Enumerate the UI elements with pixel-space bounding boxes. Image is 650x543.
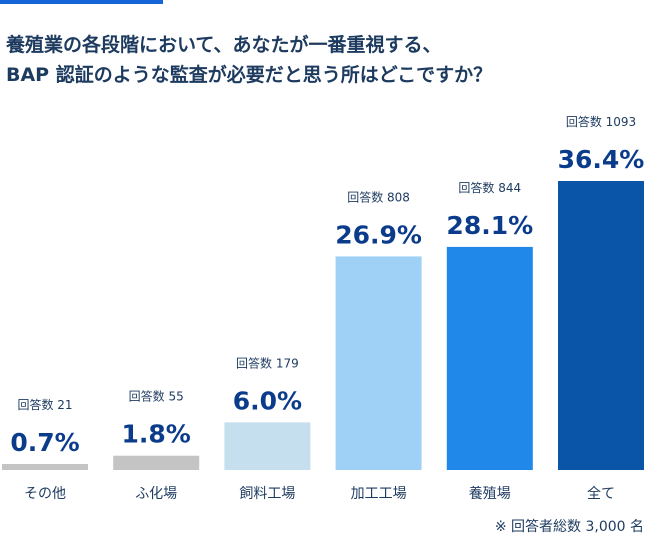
category-label-6: 全て xyxy=(587,485,615,502)
bar-value-label-2: 1.8% xyxy=(122,420,191,449)
bar-count-label-2: 回答数 55 xyxy=(129,389,184,404)
bar-6 xyxy=(558,181,644,470)
bar-3 xyxy=(224,422,311,470)
bar-value-label-1: 0.7% xyxy=(10,428,79,457)
category-label-5: 養殖場 xyxy=(469,485,511,502)
bar-count-label-3: 回答数 179 xyxy=(236,355,299,370)
category-label-3: 飼料工場 xyxy=(239,486,295,502)
chart-title: 養殖業の各段階において、あなたが一番重視する、 BAP 認証のような監査が必要だ… xyxy=(6,30,646,90)
bar-5 xyxy=(446,246,533,470)
chart-title-line-2: BAP 認証のような監査が必要だと思う所はどこですか？ xyxy=(6,64,493,86)
chart-title-line-1: 養殖業の各段階において、あなたが一番重視する、 xyxy=(6,34,442,56)
top-accent-rule xyxy=(0,0,163,4)
bar-4 xyxy=(335,256,422,470)
bar-value-label-6: 36.4% xyxy=(558,145,645,174)
category-label-1: その他 xyxy=(24,486,66,502)
respondents-footnote: ※ 回答者総数 3,000 名 xyxy=(494,519,644,535)
bar-value-label-3: 6.0% xyxy=(233,386,302,415)
bar-2 xyxy=(113,455,200,470)
bar-value-label-5: 28.1% xyxy=(446,211,533,240)
bar-value-label-4: 26.9% xyxy=(335,220,422,249)
bar-count-label-4: 回答数 808 xyxy=(347,189,410,204)
bar-count-label-1: 回答数 21 xyxy=(17,397,72,412)
category-label-4: 加工工場 xyxy=(351,486,407,502)
bar-count-label-5: 回答数 844 xyxy=(458,180,521,195)
category-label-2: ふ化場 xyxy=(135,486,177,502)
bar-1 xyxy=(2,464,88,470)
bar-count-label-6: 回答数 1093 xyxy=(566,114,636,129)
